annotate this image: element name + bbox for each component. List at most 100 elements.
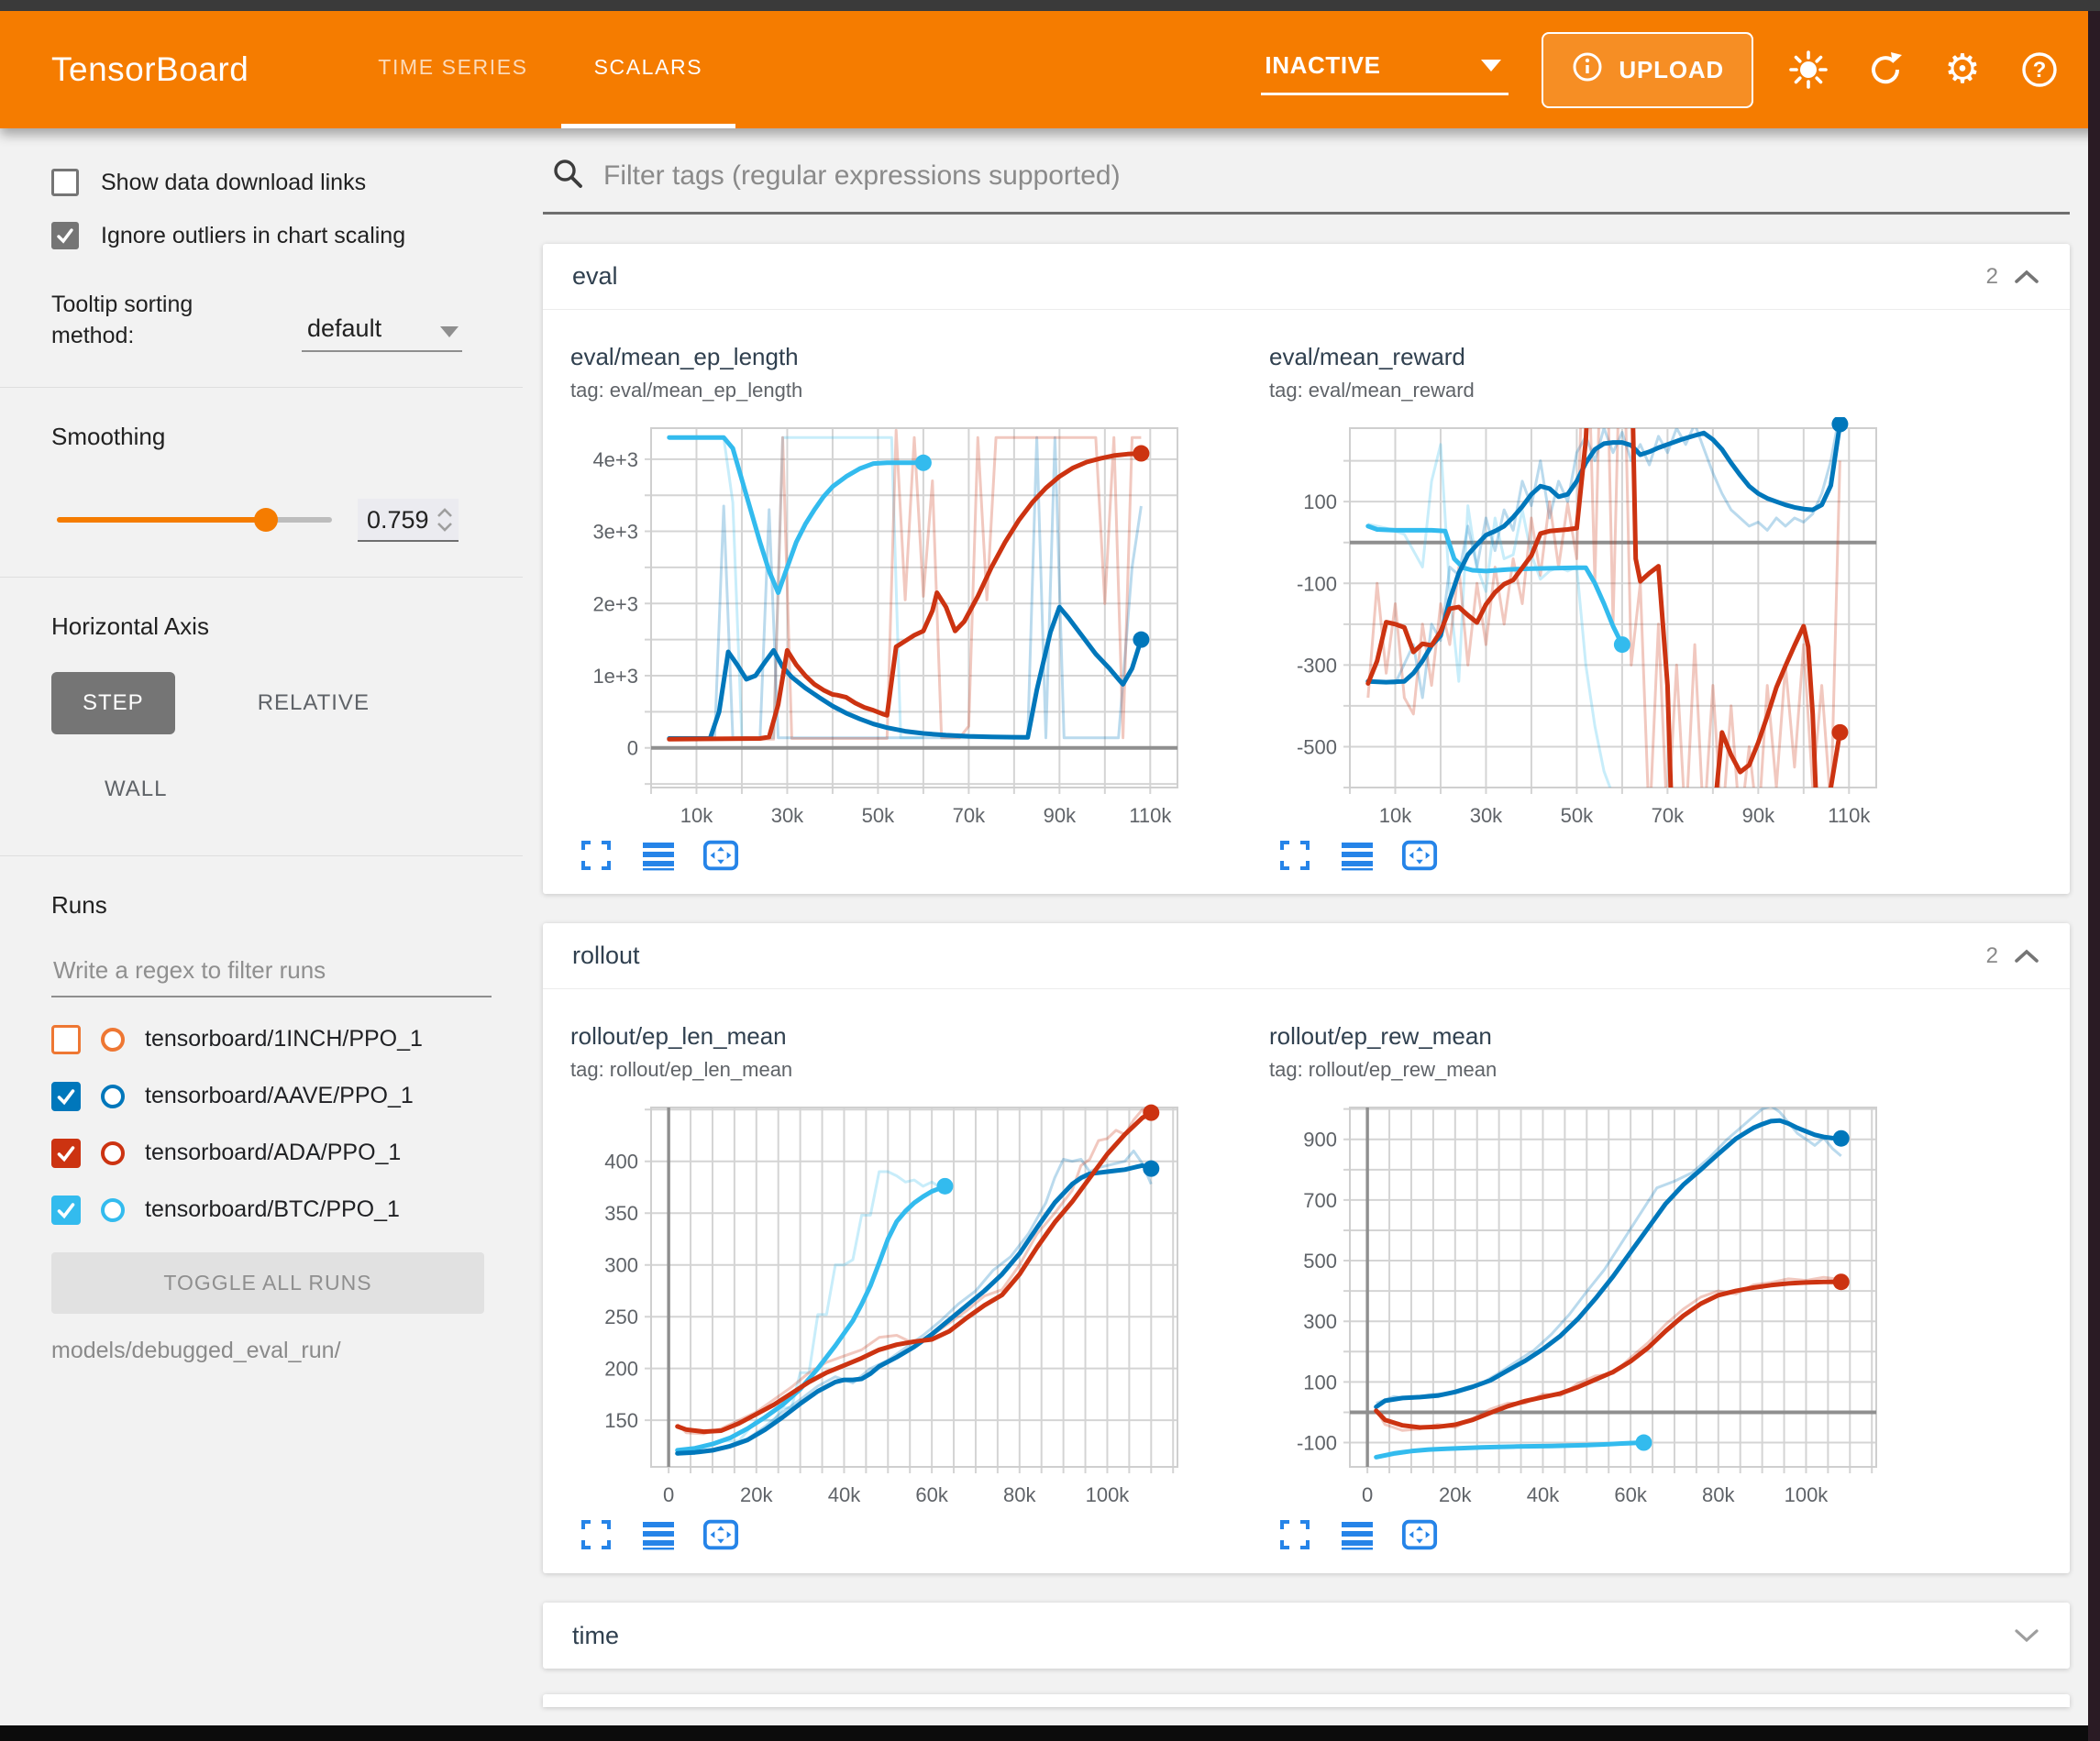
- chart-title: eval/mean_ep_length: [570, 343, 1218, 371]
- section-header-time[interactable]: time: [543, 1603, 2070, 1669]
- section-card-eval: eval 2 eval/mean_ep_length tag: eval/mea…: [543, 244, 2070, 894]
- svg-text:20k: 20k: [1439, 1483, 1472, 1506]
- run-checkbox[interactable]: [51, 1196, 81, 1225]
- runs-base-path: models/debugged_eval_run/: [51, 1338, 492, 1364]
- section-count-badge: 2: [1986, 264, 1998, 290]
- svg-text:300: 300: [604, 1254, 638, 1277]
- tab-scalars[interactable]: SCALARS: [561, 11, 736, 128]
- refresh-icon[interactable]: [1863, 48, 1907, 92]
- data-table-icon[interactable]: [1339, 837, 1376, 874]
- header-actions: INACTIVE UPLOAD: [1261, 11, 2061, 128]
- run-row-aave[interactable]: tensorboard/AAVE/PPO_1: [51, 1082, 492, 1111]
- chevron-down-icon[interactable]: [2013, 1626, 2040, 1645]
- window-right-strip: [2088, 11, 2100, 1741]
- data-table-icon[interactable]: [640, 1516, 677, 1553]
- run-checkbox[interactable]: [51, 1025, 81, 1054]
- checkbox-ignore-outliers[interactable]: [51, 222, 79, 249]
- fit-domain-icon[interactable]: [702, 837, 739, 874]
- chart-title: rollout/ep_len_mean: [570, 1022, 1218, 1051]
- section-card-rollout: rollout 2 rollout/ep_len_mean tag: rollo…: [543, 923, 2070, 1573]
- svg-text:30k: 30k: [1470, 804, 1503, 827]
- section-title: time: [572, 1622, 619, 1650]
- chevron-up-icon[interactable]: [2013, 947, 2040, 965]
- section-header-eval[interactable]: eval 2: [543, 244, 2070, 310]
- svg-text:4e+3: 4e+3: [592, 448, 638, 471]
- run-color-radio[interactable]: [101, 1141, 125, 1165]
- status-dropdown[interactable]: INACTIVE: [1261, 44, 1509, 95]
- run-color-radio[interactable]: [101, 1085, 125, 1108]
- sidebar-divider: [0, 577, 523, 578]
- settings-gear-icon[interactable]: ⚙: [1940, 48, 1984, 92]
- fullscreen-icon[interactable]: [1277, 837, 1313, 874]
- svg-text:90k: 90k: [1742, 804, 1775, 827]
- svg-text:60k: 60k: [1614, 1483, 1647, 1506]
- haxis-relative-button[interactable]: RELATIVE: [227, 672, 401, 734]
- toggle-all-runs-button[interactable]: TOGGLE ALL RUNS: [51, 1252, 484, 1314]
- runs-label: Runs: [51, 891, 492, 920]
- stepper-up-icon: [437, 508, 453, 518]
- line-chart[interactable]: 020k40k60k80k100k-100100300500700900: [1269, 1096, 1917, 1511]
- search-icon: [550, 156, 585, 195]
- smoothing-row: 0.759: [51, 499, 492, 542]
- svg-text:?: ?: [2033, 58, 2047, 83]
- runs-regex-input[interactable]: [51, 951, 492, 997]
- haxis-wall-button[interactable]: WALL: [73, 758, 492, 821]
- data-table-icon[interactable]: [1339, 1516, 1376, 1553]
- checkbox-show-download-links[interactable]: [51, 169, 79, 196]
- fullscreen-icon[interactable]: [1277, 1516, 1313, 1553]
- sidebar-divider: [0, 855, 523, 856]
- horizontal-axis-label: Horizontal Axis: [51, 612, 492, 641]
- line-chart[interactable]: 10k30k50k70k90k110k100-100-300-500: [1269, 417, 1917, 832]
- svg-text:50k: 50k: [862, 804, 895, 827]
- svg-text:100: 100: [1303, 490, 1337, 513]
- svg-text:70k: 70k: [953, 804, 986, 827]
- tooltip-sorting-value: default: [307, 314, 381, 343]
- svg-text:200: 200: [604, 1358, 638, 1381]
- fullscreen-icon[interactable]: [578, 1516, 614, 1553]
- svg-text:700: 700: [1303, 1189, 1337, 1212]
- tab-time-series[interactable]: TIME SERIES: [345, 11, 560, 128]
- app-header: TensorBoard TIME SERIES SCALARS INACTIVE…: [0, 11, 2100, 128]
- svg-text:40k: 40k: [828, 1483, 861, 1506]
- smoothing-slider[interactable]: [57, 517, 332, 523]
- svg-text:100k: 100k: [1086, 1483, 1131, 1506]
- pref-show-download-links[interactable]: Show data download links: [51, 169, 492, 196]
- run-color-radio[interactable]: [101, 1028, 125, 1052]
- chevron-up-icon[interactable]: [2013, 268, 2040, 286]
- window-bottom-strip: [0, 1725, 2100, 1741]
- upload-button[interactable]: UPLOAD: [1542, 32, 1753, 108]
- brightness-icon[interactable]: [1786, 48, 1830, 92]
- svg-text:-100: -100: [1297, 572, 1337, 595]
- tooltip-sorting-dropdown[interactable]: default: [302, 290, 462, 352]
- line-chart[interactable]: 10k30k50k70k90k110k01e+32e+33e+34e+3: [570, 417, 1218, 832]
- smoothing-value-field[interactable]: 0.759: [358, 499, 459, 542]
- svg-text:20k: 20k: [740, 1483, 773, 1506]
- info-circle-icon: [1571, 50, 1604, 90]
- svg-text:0: 0: [627, 737, 638, 760]
- svg-text:80k: 80k: [1702, 1483, 1735, 1506]
- haxis-step-button[interactable]: STEP: [51, 672, 175, 734]
- help-icon[interactable]: ?: [2017, 48, 2061, 92]
- tag-filter-input[interactable]: [603, 160, 2064, 192]
- svg-text:10k: 10k: [1379, 804, 1412, 827]
- fit-domain-icon[interactable]: [1401, 837, 1438, 874]
- svg-text:50k: 50k: [1561, 804, 1594, 827]
- pref-label: Show data download links: [101, 170, 366, 196]
- pref-ignore-outliers[interactable]: Ignore outliers in chart scaling: [51, 222, 492, 249]
- section-header-rollout[interactable]: rollout 2: [543, 923, 2070, 989]
- sidebar-divider: [0, 387, 523, 388]
- fit-domain-icon[interactable]: [1401, 1516, 1438, 1553]
- smoothing-stepper[interactable]: [437, 508, 453, 532]
- smoothing-slider-knob[interactable]: [254, 508, 278, 532]
- run-row-ada[interactable]: tensorboard/ADA/PPO_1: [51, 1139, 492, 1168]
- run-checkbox[interactable]: [51, 1082, 81, 1111]
- run-row-btc[interactable]: tensorboard/BTC/PPO_1: [51, 1196, 492, 1225]
- tooltip-sorting-row: Tooltip sorting method: default: [51, 290, 492, 352]
- line-chart[interactable]: 020k40k60k80k100k150200250300350400: [570, 1096, 1218, 1511]
- run-color-radio[interactable]: [101, 1198, 125, 1222]
- fit-domain-icon[interactable]: [702, 1516, 739, 1553]
- run-row-1inch[interactable]: tensorboard/1INCH/PPO_1: [51, 1025, 492, 1054]
- fullscreen-icon[interactable]: [578, 837, 614, 874]
- data-table-icon[interactable]: [640, 837, 677, 874]
- run-checkbox[interactable]: [51, 1139, 81, 1168]
